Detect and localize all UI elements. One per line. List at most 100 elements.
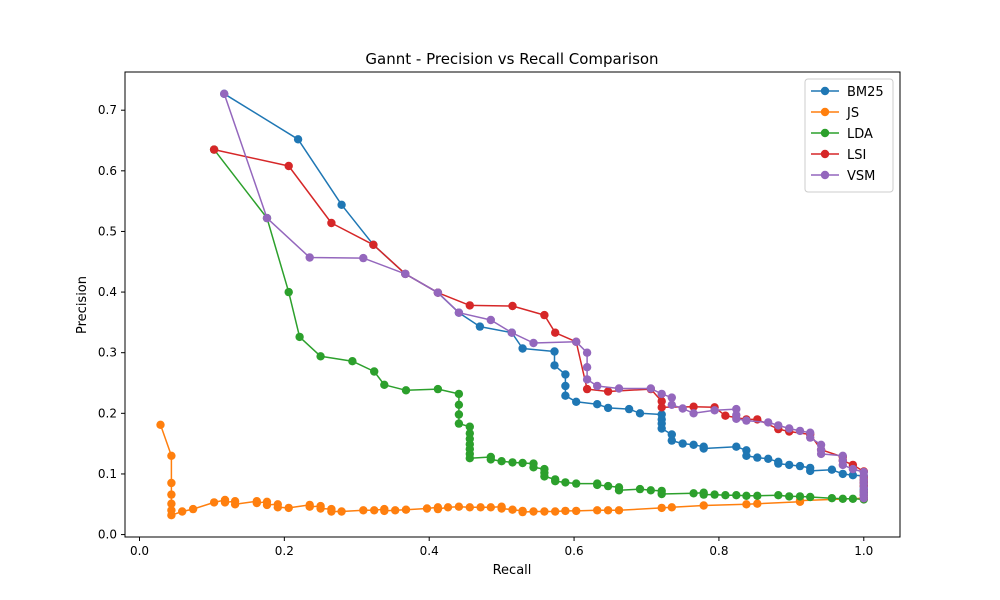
data-point-bm25 [293,135,303,144]
data-point-vsm [305,253,314,262]
legend-swatch-marker [820,86,830,96]
data-point-vsm [764,418,773,427]
data-point-vsm [816,449,826,459]
data-point-vsm [582,363,592,372]
x-tick-label: 0.4 [420,544,439,558]
data-point-js [433,504,443,514]
y-tick-label: 0.1 [98,467,117,481]
data-point-bm25 [764,454,773,463]
data-point-js [359,506,368,515]
data-point-lda [370,367,379,376]
x-tick-label: 0.2 [275,544,294,558]
data-point-vsm [667,400,676,409]
data-point-lsi [327,218,336,228]
series-line-bm25 [223,93,865,499]
data-point-lda [380,380,389,389]
data-point-lda [689,489,698,498]
y-tick-label: 0.3 [98,346,117,360]
data-point-lda [433,384,443,394]
data-point-lda [848,494,858,503]
data-point-lda [774,491,783,500]
data-point-lsi [603,387,613,396]
data-point-lda [593,480,602,490]
data-point-js [327,507,336,516]
data-point-lda [454,419,464,428]
data-point-bm25 [561,370,570,379]
x-tick-label: 0.0 [130,544,149,558]
series-layer [156,89,868,520]
data-point-js [508,505,517,514]
legend-item-lsi: LSI [811,148,866,163]
data-point-bm25 [795,461,805,471]
data-point-vsm [774,421,783,430]
data-point-js [305,502,314,511]
data-point-lda [401,386,411,395]
data-point-js [593,506,602,515]
data-point-js [699,501,708,510]
data-point-lda [316,352,325,361]
data-point-bm25 [657,424,666,433]
data-point-bm25 [848,471,858,480]
data-point-js [156,420,165,429]
data-point-vsm [710,406,719,415]
data-point-vsm [359,253,368,263]
data-point-js [540,507,549,516]
data-point-js [167,478,176,488]
data-point-bm25 [635,409,645,418]
data-point-lda [529,463,538,472]
data-point-bm25 [518,344,527,353]
data-point-js [188,504,198,514]
data-point-js [561,506,570,516]
data-point-lda [635,484,645,494]
data-point-bm25 [550,347,559,356]
data-point-js [667,503,676,512]
legend-swatch-marker [820,107,830,117]
y-tick-label: 0.5 [98,224,117,238]
data-point-lda [827,494,837,503]
data-point-lsi [465,301,474,310]
data-point-vsm [848,464,858,474]
data-point-vsm [529,338,538,348]
x-tick-label: 0.8 [709,544,728,558]
data-point-js [551,507,560,516]
data-point-lda [465,422,474,431]
legend-swatch-marker [820,149,830,159]
data-point-lda [710,490,719,499]
data-point-js [742,500,751,509]
data-point-js [614,506,624,515]
axes-frame [124,71,901,538]
data-point-lda [795,492,805,501]
data-point-js [657,503,666,513]
data-point-vsm [742,416,751,425]
data-point-lda [508,458,517,467]
data-point-js [465,503,474,512]
y-tick-label: 0.0 [98,528,117,542]
data-point-js [209,498,219,507]
data-point-js [422,504,432,513]
data-point-lda [785,492,794,501]
data-point-lda [732,491,741,500]
data-point-bm25 [753,453,762,462]
y-tick-label: 0.2 [98,406,117,420]
y-tick-label: 0.4 [98,285,117,299]
legend-label: LDA [847,127,873,142]
legend-swatch-marker [820,170,830,180]
data-point-vsm [401,269,410,279]
data-point-js [167,511,176,520]
data-point-vsm [262,213,272,223]
data-point-bm25 [838,469,847,479]
data-point-lda [284,287,293,297]
data-point-lda [551,477,560,486]
data-point-bm25 [561,391,570,400]
data-point-vsm [572,337,581,346]
ticks-layer: 0.0 0.2 0.4 0.6 0.8 1.0 0.0 0.1 0.2 0.3 0.4 0.5 0.6 0… [98,103,873,558]
y-tick-label: 0.7 [98,103,117,117]
data-point-js [529,507,538,516]
legend-label: JS [846,106,859,121]
data-point-js [443,503,453,512]
data-point-lsi [689,402,698,411]
legend-item-lda: LDA [811,127,873,142]
data-point-lda [838,494,847,503]
data-point-bm25 [785,460,794,470]
